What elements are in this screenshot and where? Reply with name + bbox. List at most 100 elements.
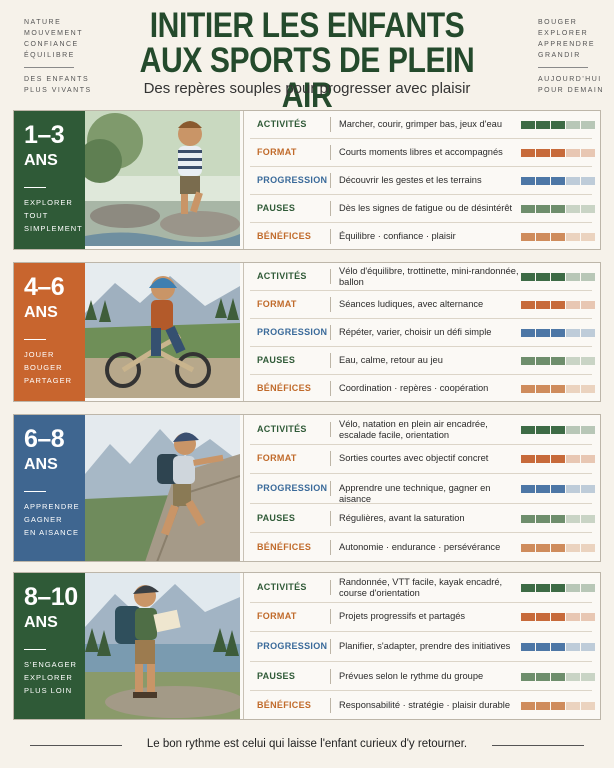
level-segment <box>521 273 535 281</box>
level-segment <box>551 583 565 592</box>
right-word: APPRENDRE <box>538 41 596 48</box>
level-segment <box>551 672 565 681</box>
level-segment <box>521 385 535 393</box>
age-verb: S'ENGAGER <box>24 660 77 669</box>
row-separator <box>330 609 331 625</box>
level-segment <box>521 642 535 651</box>
row-separator <box>330 353 331 368</box>
level-segment <box>536 484 550 493</box>
right-tagline: AUJOURD'HUI <box>538 76 602 83</box>
level-segment <box>581 301 595 309</box>
row-separator <box>330 269 331 284</box>
info-row: PAUSES Régulières, avant la saturation <box>244 504 600 534</box>
level-segment <box>551 702 565 711</box>
row-separator <box>330 698 331 714</box>
row-divider <box>250 290 592 291</box>
level-segment <box>581 425 595 434</box>
row-label: FORMAT <box>257 611 297 622</box>
level-segment <box>566 205 580 213</box>
level-bar <box>521 484 595 493</box>
left-word: MOUVEMENT <box>24 30 83 37</box>
row-value: Randonnée, VTT facile, kayak encadré, co… <box>339 576 503 598</box>
level-segment <box>581 273 595 281</box>
age-divider <box>24 491 46 492</box>
row-separator <box>330 540 331 556</box>
age-range: 8–10 <box>24 583 78 611</box>
info-rows: ACTIVITÉS Randonnée, VTT facile, kayak e… <box>243 573 599 719</box>
age-verb: TOUT <box>24 211 49 220</box>
level-segment <box>551 233 565 241</box>
level-segment <box>581 484 595 493</box>
level-bar <box>521 121 595 129</box>
info-row: BÉNÉFICES Responsabilité · stratégie · p… <box>244 691 600 721</box>
level-segment <box>521 329 535 337</box>
row-separator <box>330 117 331 132</box>
row-label: PROGRESSION <box>257 482 328 493</box>
age-divider <box>24 339 46 340</box>
level-segment <box>566 385 580 393</box>
level-segment <box>521 544 535 553</box>
level-bar <box>521 425 595 434</box>
row-value: Eau, calme, retour au jeu <box>339 355 443 365</box>
level-bar <box>521 149 595 157</box>
age-panel: 1–3 ANS EXPLORER TOUT SIMPLEMENT <box>14 111 85 249</box>
level-segment <box>551 385 565 393</box>
left-divider <box>24 67 74 68</box>
level-segment <box>521 672 535 681</box>
age-verb: EXPLORER <box>24 198 73 207</box>
age-verb: EXPLORER <box>24 673 73 682</box>
level-segment <box>521 484 535 493</box>
level-segment <box>551 514 565 523</box>
level-segment <box>566 484 580 493</box>
level-segment <box>536 642 550 651</box>
level-segment <box>566 583 580 592</box>
info-row: PAUSES Prévues selon le rythme du groupe <box>244 662 600 692</box>
age-unit: ANS <box>24 152 58 169</box>
level-segment <box>566 425 580 434</box>
level-segment <box>521 121 535 129</box>
level-segment <box>581 149 595 157</box>
row-divider <box>250 374 592 375</box>
info-row: PROGRESSION Planifier, s'adapter, prendr… <box>244 632 600 662</box>
level-bar <box>521 357 595 365</box>
row-separator <box>330 579 331 595</box>
left-tagline: DES ENFANTS <box>24 76 90 83</box>
age-verbs: JOUER BOUGER PARTAGER <box>24 348 85 387</box>
row-divider <box>250 532 592 534</box>
info-rows: ACTIVITÉS Vélo, natation en plein air en… <box>243 415 599 561</box>
row-separator <box>330 638 331 654</box>
row-value: Coordination · repères · coopération <box>339 383 489 393</box>
age-panel: 4–6 ANS JOUER BOUGER PARTAGER <box>14 263 85 401</box>
row-label: ACTIVITÉS <box>257 271 307 281</box>
info-rows: ACTIVITÉS Vélo d'équilibre, trottinette,… <box>243 263 599 401</box>
info-row: PROGRESSION Découvrir les gestes et les … <box>244 167 600 195</box>
level-segment <box>566 233 580 241</box>
level-segment <box>536 613 550 622</box>
row-divider <box>250 631 592 633</box>
row-label: PROGRESSION <box>257 175 328 185</box>
level-segment <box>536 385 550 393</box>
right-keywords: BOUGER EXPLORER APPRENDRE GRANDIR AUJOUR… <box>538 17 604 96</box>
row-divider <box>250 660 592 662</box>
row-value: Vélo, natation en plein air encadrée, es… <box>339 418 488 440</box>
row-value: Apprendre une technique, gagner en aisan… <box>339 482 491 504</box>
row-divider <box>250 601 592 603</box>
row-separator <box>330 297 331 312</box>
row-value: Marcher, courir, grimper bas, jeux d'eau <box>339 119 502 129</box>
level-segment <box>551 301 565 309</box>
age-verb: SIMPLEMENT <box>24 224 83 233</box>
row-separator <box>330 325 331 340</box>
level-segment <box>536 177 550 185</box>
left-word: CONFIANCE <box>24 41 79 48</box>
age-verbs: S'ENGAGER EXPLORER PLUS LOIN <box>24 658 85 697</box>
row-label: FORMAT <box>257 147 297 157</box>
level-segment <box>551 329 565 337</box>
title-line-2: AUX SPORTS DE PLEIN AIR <box>139 41 475 115</box>
row-label: ACTIVITÉS <box>257 423 307 434</box>
level-segment <box>581 514 595 523</box>
level-segment <box>536 357 550 365</box>
row-separator <box>330 451 331 467</box>
row-label: PAUSES <box>257 355 296 365</box>
level-segment <box>581 544 595 553</box>
level-segment <box>536 702 550 711</box>
